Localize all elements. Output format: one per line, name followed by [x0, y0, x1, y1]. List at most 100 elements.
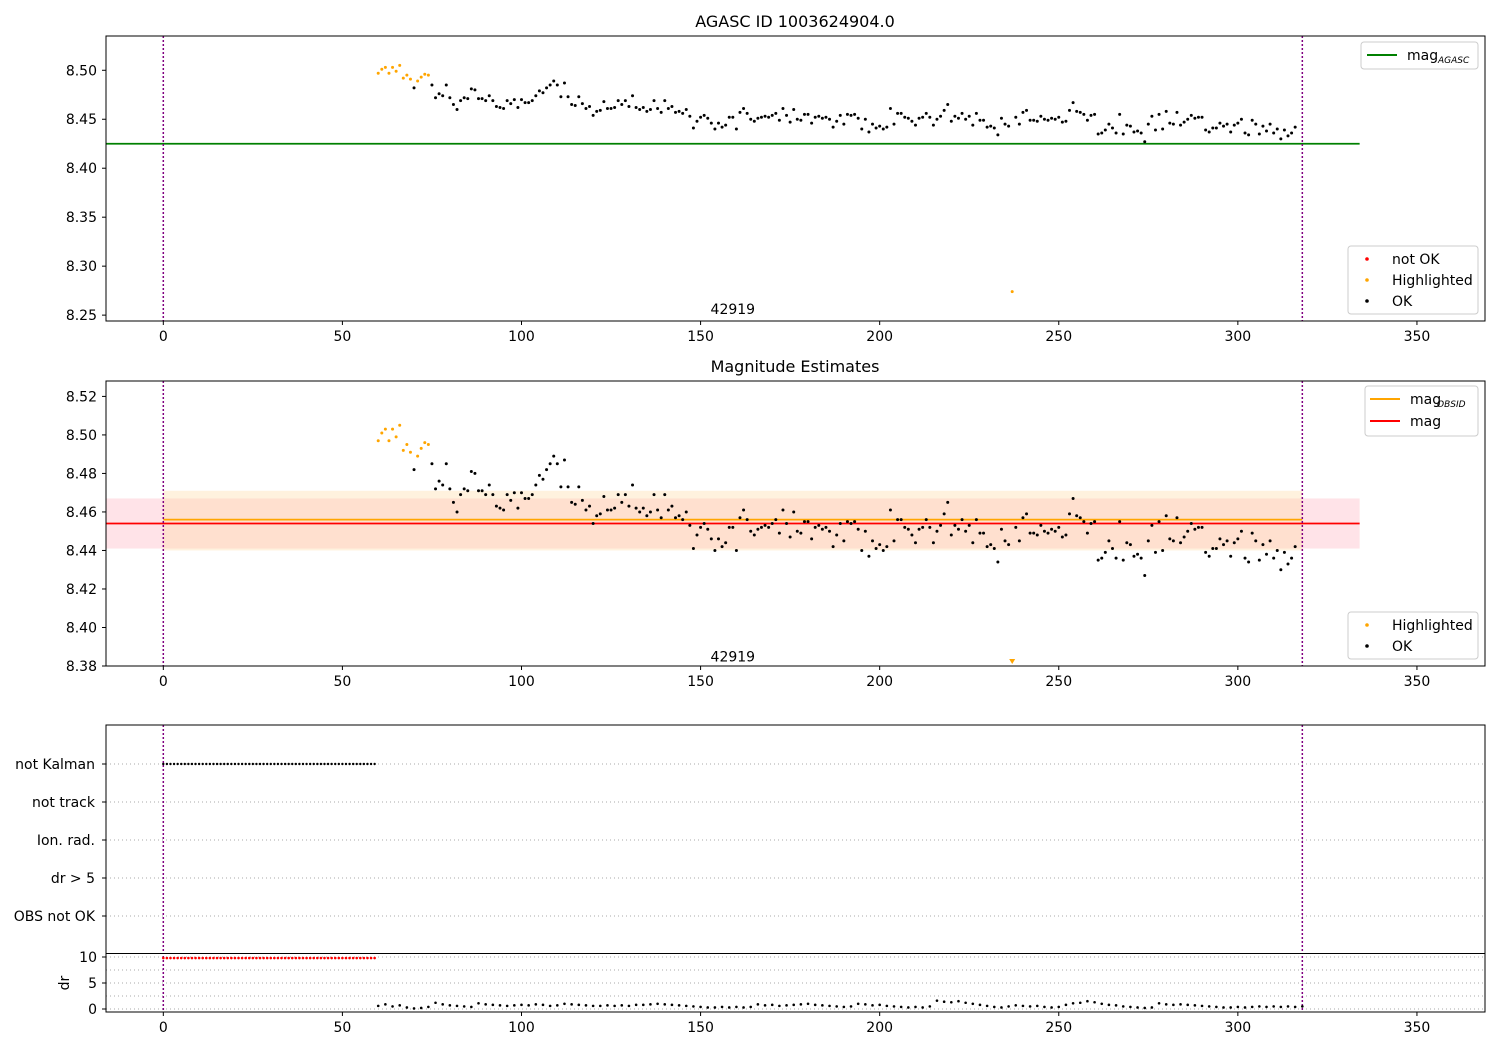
- dr-point-68: [864, 1003, 867, 1006]
- p2-ok-point-93: [759, 525, 763, 529]
- p1-ok-point-86: [734, 127, 738, 131]
- legend-mag-label: mag: [1410, 414, 1441, 430]
- p2-ok-point-84: [727, 525, 731, 529]
- p2-ok-point-47: [595, 514, 599, 518]
- p1-ok-point-110: [820, 116, 824, 120]
- not-kalman-point-8: [190, 762, 194, 766]
- p1-ok-point-176: [1060, 120, 1064, 124]
- dr-point-113: [1186, 1003, 1190, 1007]
- panel-dr: 0 50 100 150 200 250 300 350 0 5 10 dr: [57, 950, 1485, 1036]
- p1-ok-point-190: [1110, 126, 1114, 130]
- dr-point-78: [935, 999, 939, 1002]
- p1-ok-point-6: [448, 96, 452, 100]
- p1-ok-point-183: [1085, 118, 1089, 122]
- p2-ok-point-193: [1121, 558, 1125, 562]
- p2-ok-point-172: [1046, 531, 1050, 535]
- p1-ok-point-194: [1125, 123, 1129, 127]
- p2-ok-point-156: [985, 545, 989, 549]
- p1-ok-point-21: [502, 106, 506, 110]
- legend-status-1-notok: not OK: [1392, 252, 1440, 268]
- p1-ok-point-29: [530, 99, 534, 103]
- p2-highlight-point-5: [394, 435, 398, 439]
- p2-ok-point-55: [623, 493, 627, 497]
- p2-ok-point-179: [1071, 496, 1075, 500]
- dr-point-9: [441, 1003, 444, 1006]
- p4-xtick-label-0: 0: [159, 1020, 168, 1036]
- dr-point-15: [484, 1003, 487, 1006]
- dr-point-100: [1093, 1000, 1096, 1004]
- p2-ok-point-27: [523, 496, 527, 500]
- dr-point-124: [1265, 1005, 1268, 1009]
- p1-ok-point-51: [609, 106, 613, 110]
- not-kalman-point-56: [362, 762, 366, 766]
- p1-ok-point-193: [1121, 132, 1125, 136]
- dr-red-point-12: [204, 956, 208, 960]
- not-kalman-point-16: [219, 762, 222, 766]
- dr-point-88: [1007, 1005, 1010, 1008]
- p2-ok-point-100: [785, 522, 789, 525]
- p1-ok-point-127: [881, 127, 885, 131]
- p1-ytick-label-3: 8.40: [66, 161, 97, 177]
- dr-point-19: [513, 1004, 516, 1007]
- p2-ok-point-180: [1075, 514, 1079, 518]
- p1-highlight-point-11: [419, 75, 423, 79]
- p1-ok-point-43: [580, 102, 584, 106]
- p1-ok-point-132: [899, 111, 903, 115]
- p1-ok-point-107: [810, 121, 814, 125]
- p2-ok-point-80: [713, 548, 717, 552]
- p1-highlight-point-14: [1010, 290, 1014, 294]
- p1-ok-point-203: [1157, 112, 1161, 116]
- dr-red-point-23: [244, 956, 247, 960]
- p1-ok-point-17: [487, 94, 491, 98]
- p1-highlight-point-1: [380, 67, 384, 71]
- dr-red-point-56: [362, 956, 366, 960]
- p2-ok-point-48: [598, 512, 602, 516]
- p2-highlight-point-10: [416, 454, 420, 458]
- dr-point-25: [556, 1004, 559, 1007]
- p2-ok-point-57: [631, 483, 635, 487]
- dr-point-111: [1172, 1003, 1175, 1007]
- p2-ok-point-147: [953, 523, 957, 527]
- p1-ok-point-186: [1096, 132, 1100, 136]
- p1-xtick-label-6: 300: [1224, 329, 1251, 345]
- p1-ok-point-72: [684, 107, 688, 111]
- dr-point-45: [699, 1005, 702, 1009]
- dr-point-16: [491, 1003, 495, 1007]
- p1-highlight-point-8: [405, 73, 409, 77]
- p1-ok-point-136: [913, 123, 917, 127]
- p2-ok-point-11: [466, 489, 470, 493]
- dr-red-point-36: [290, 956, 294, 960]
- dr-red-point-17: [222, 956, 226, 960]
- not-kalman-point-38: [298, 762, 301, 766]
- dr-point-128: [1293, 1005, 1297, 1009]
- p2-ok-point-238: [1282, 550, 1286, 554]
- p1-ok-point-144: [942, 108, 946, 112]
- p1-ok-point-73: [688, 114, 692, 118]
- dr-point-24: [548, 1004, 552, 1008]
- p1-ok-point-202: [1153, 128, 1157, 132]
- p2-highlight-point-4: [391, 427, 395, 431]
- p2-ok-point-240: [1290, 556, 1294, 560]
- not-kalman-point-12: [205, 762, 208, 766]
- p2-ok-point-218: [1211, 547, 1215, 551]
- dr-red-point-7: [187, 956, 190, 960]
- p1-ok-point-212: [1189, 113, 1193, 117]
- p2-ok-point-168: [1032, 531, 1036, 535]
- dr-point-59: [799, 1003, 803, 1006]
- dr-point-126: [1279, 1005, 1283, 1009]
- p2-xtick-label-5: 250: [1045, 674, 1072, 690]
- p1-ok-point-27: [523, 101, 527, 105]
- p2-ok-point-234: [1268, 539, 1272, 543]
- dr-point-28: [577, 1003, 581, 1007]
- p2-band-1: [163, 490, 1303, 551]
- not-kalman-point-44: [319, 762, 323, 766]
- p2-ok-point-237: [1279, 568, 1283, 572]
- p1-ok-point-66: [663, 99, 667, 103]
- dr-red-point-51: [344, 956, 348, 960]
- not-kalman-point-31: [273, 762, 276, 766]
- dr-red-point-15: [215, 956, 219, 960]
- dr-point-34: [620, 1004, 624, 1007]
- not-kalman-point-55: [359, 762, 362, 766]
- dr-point-35: [627, 1004, 631, 1008]
